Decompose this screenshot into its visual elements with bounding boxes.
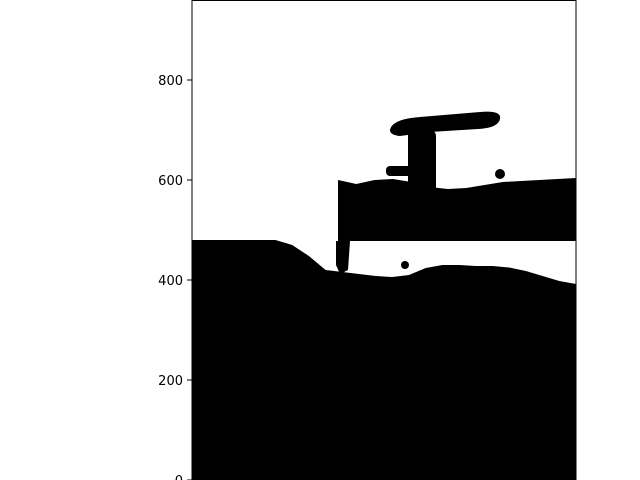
upper-band-region <box>338 178 576 241</box>
bridge-region <box>336 241 350 274</box>
y-axis: 0 200 400 600 800 <box>158 74 192 480</box>
t-bar-region <box>390 111 501 136</box>
speck-region <box>386 166 412 176</box>
y-tick-label: 400 <box>158 274 183 289</box>
y-tick-label: 0 <box>175 474 183 480</box>
y-tick-label: 600 <box>158 174 183 189</box>
speck-region <box>495 169 505 179</box>
lower-mass-region <box>192 240 576 480</box>
filled-regions <box>192 111 576 480</box>
y-tick-label: 200 <box>158 374 183 389</box>
speck-region <box>401 261 409 269</box>
t-stem-region <box>408 130 436 210</box>
y-tick-label: 800 <box>158 74 183 89</box>
